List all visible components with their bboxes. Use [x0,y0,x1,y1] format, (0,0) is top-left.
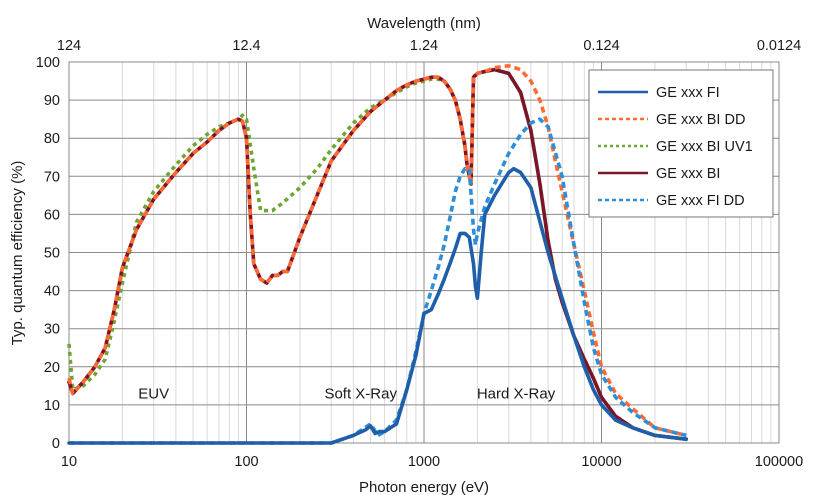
y-tick-label: 20 [44,360,60,376]
y-tick-label: 50 [44,246,60,262]
legend-label: GE xxx BI UV1 [656,139,753,155]
y-tick-label: 0 [52,436,60,452]
x2-tick-label: 1.24 [410,38,438,54]
legend-label: GE xxx BI DD [656,112,745,128]
bottom-axis-title: Photon energy (eV) [359,479,489,495]
y-tick-label: 30 [44,322,60,338]
plot-area-frame [68,61,780,444]
y-tick-label: 60 [44,207,60,223]
y-axis-title: Typ. quantum efficiency (%) [9,161,26,346]
legend-items: GE xxx FI GE xxx BI DD GE xxx BI UV1 GE xxx… [598,85,753,209]
legend-box [588,69,774,218]
series-line-ge-xxx-fi [67,166,689,445]
y-tick-label: 90 [44,93,60,109]
x-tick-label: 10000 [581,454,621,470]
x2-tick-label: 0.0124 [757,38,801,54]
region-label: Soft X-Ray [324,385,397,402]
region-label: EUV [138,385,169,402]
legend-label: GE xxx FI DD [656,193,745,209]
region-labels: EUV Soft X-Ray Hard X-Ray [138,385,555,402]
x-tick-label: 10 [61,454,77,470]
legend-label: GE xxx BI [656,166,720,182]
legend-label: GE xxx FI [656,85,720,101]
x2-tick-label: 0.124 [583,38,619,54]
region-label: Hard X-Ray [477,385,556,402]
y-tick-label: 100 [36,55,60,71]
series-line-ge-xxx-bi [67,67,689,442]
legend: GE xxx FI GE xxx BI DD GE xxx BI UV1 GE xxx… [588,69,774,218]
x-tick-label: 100000 [755,454,803,470]
y-tick-label: 80 [44,131,60,147]
series-lines [67,64,689,445]
y-tick-label: 10 [44,398,60,414]
x-tick-label: 100 [234,454,258,470]
y-tick-label: 70 [44,169,60,185]
y-tick-label: 40 [44,284,60,300]
x2-tick-label: 12.4 [232,38,260,54]
top-axis-title: Wavelength (nm) [367,15,481,32]
x2-tick-label: 124 [57,38,81,54]
x-tick-label: 1000 [408,454,440,470]
